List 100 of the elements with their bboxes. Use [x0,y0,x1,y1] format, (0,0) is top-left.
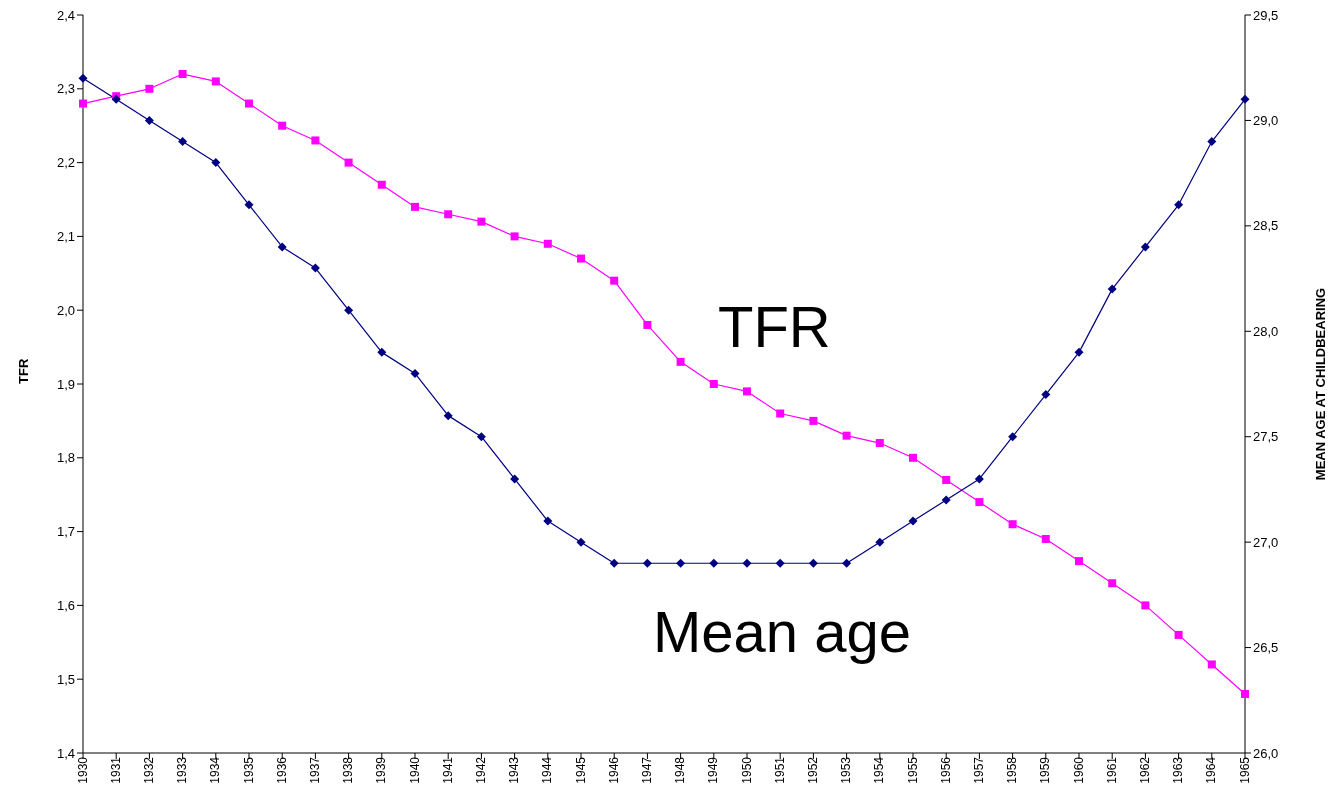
x-tick-label: 1953 [839,756,854,784]
x-tick-label: 1937 [307,756,322,784]
y-tick-label: 1,8 [56,450,75,466]
x-tick-label: 1945 [573,756,588,784]
point [1008,432,1018,442]
point [211,77,220,86]
point [577,254,585,263]
y2-tick-label: 27,5 [1253,429,1279,445]
point [676,558,686,568]
point [1174,200,1184,210]
point [576,537,586,547]
point [1174,630,1183,639]
x-tick-label: 1952 [805,756,820,784]
point [842,431,851,440]
series-label: TFR [718,293,831,360]
point [245,99,253,108]
y-tick-label: 1,9 [56,376,75,392]
point [1074,347,1084,357]
point [1075,557,1083,566]
x-tick-label: 1948 [673,756,688,784]
point [79,99,87,108]
point [775,558,785,568]
point [742,558,752,568]
x-tick-label: 1946 [606,756,621,784]
x-tick-label: 1940 [407,756,422,784]
y-tick-label: 2,2 [56,155,75,171]
x-tick-label: 1947 [639,756,654,784]
point [776,409,785,418]
point [941,495,951,505]
point [909,453,917,462]
point [344,305,354,315]
point [277,242,287,252]
x-tick-label: 1934 [208,756,223,784]
point [145,84,154,93]
point [278,121,287,130]
series-label: Mean age [653,598,911,665]
y2-tick-label: 28,0 [1253,323,1279,339]
point [510,474,520,484]
point [310,263,320,273]
x-tick-label: 1957 [971,756,986,784]
point [1241,689,1249,698]
point [144,115,154,125]
x-tick-label: 1959 [1038,756,1053,784]
point [908,516,918,526]
y2-tick-label: 26,5 [1253,640,1279,656]
point [1108,579,1117,588]
point [609,558,619,568]
point [743,387,751,396]
y-axis-title: TFR [15,358,31,384]
y-tick-label: 1,5 [56,671,75,687]
point [543,516,553,526]
y2-tick-label: 28,5 [1253,218,1279,234]
x-tick-label: 1963 [1171,756,1186,784]
point [443,411,453,421]
point [377,347,387,357]
y2-tick-label: 27,0 [1253,534,1279,550]
x-tick-label: 1962 [1137,756,1152,784]
x-tick-label: 1943 [507,756,522,784]
point [1140,242,1150,252]
y2-tick-label: 29,5 [1253,7,1279,23]
point [709,558,719,568]
point [444,210,453,219]
x-tick-label: 1941 [440,756,455,784]
y-tick-label: 2,1 [56,229,75,245]
x-tick-label: 1939 [374,756,389,784]
point [1008,520,1017,529]
x-tick-label: 1930 [75,756,90,784]
point [1107,284,1117,294]
x-tick-label: 1951 [772,756,787,784]
point [1207,137,1217,147]
point [477,217,486,226]
point [510,232,519,241]
x-tick-label: 1960 [1071,756,1086,784]
point [610,276,619,285]
y-tick-label: 2,4 [56,7,75,23]
point [808,558,818,568]
point [311,136,320,145]
point [974,474,984,484]
point [642,558,652,568]
y2-tick-label: 29,0 [1253,113,1279,129]
point [875,537,885,547]
point [543,239,552,248]
point [1240,94,1250,104]
x-tick-label: 1964 [1204,756,1219,784]
point [709,380,718,388]
point [1141,601,1150,610]
y-tick-label: 1,4 [56,745,75,761]
x-tick-label: 1955 [905,756,920,784]
point [975,498,984,507]
point [244,200,254,210]
y-tick-label: 1,7 [56,524,75,540]
point [942,475,951,484]
point [842,558,852,568]
point [377,180,386,189]
point [344,158,353,167]
point [676,357,685,366]
point [1041,534,1050,543]
x-tick-label: 1933 [175,756,190,784]
x-tick-label: 1954 [872,756,887,784]
point [476,432,486,442]
